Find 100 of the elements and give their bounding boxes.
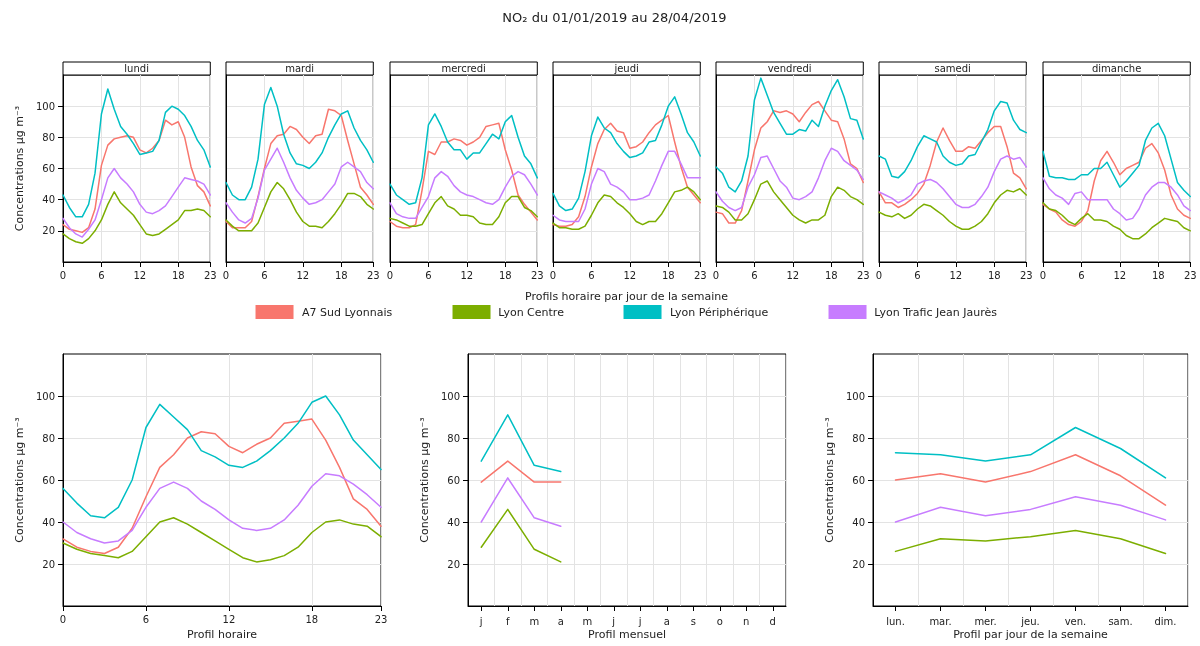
y-tick-label: 60: [42, 474, 55, 486]
line-series: [62, 395, 382, 519]
line-series: [480, 477, 562, 527]
chart-subtitle: lundi: [124, 63, 149, 74]
x-tick-label: 23: [693, 269, 707, 281]
x-tick-label: 0: [712, 269, 720, 281]
x-tick-label: 0: [876, 269, 883, 281]
line-series: [894, 426, 1167, 479]
x-tick-label: 12: [222, 613, 236, 625]
x-tick-label: 0: [549, 269, 557, 281]
y-tick-label: 20: [42, 225, 55, 237]
y-tick-label: 40: [852, 516, 865, 528]
y-tick-label: 60: [42, 163, 55, 174]
legend-label: Lyon Périphérique: [669, 305, 769, 319]
y-tick-label: 60: [852, 474, 865, 486]
line-series: [62, 88, 212, 218]
x-tick-label: j: [637, 615, 642, 627]
x-tick-label: 6: [142, 613, 150, 625]
line-series: [480, 414, 562, 473]
y-tick-label: 20: [852, 558, 865, 570]
chart-title: NO₂ du 01/01/2019 au 28/04/2019: [502, 10, 727, 25]
x-tick-label: 0: [59, 269, 67, 281]
x-tick-label: 6: [588, 269, 595, 281]
x-tick-label: 6: [914, 269, 922, 281]
x-axis-title: Profils horaire par jour de la semaine: [524, 290, 729, 303]
x-tick-label: o: [716, 615, 723, 627]
chart-subtitle: jeudi: [613, 63, 639, 74]
y-tick-label: 100: [35, 390, 55, 402]
x-tick-label: 6: [1077, 269, 1085, 281]
y-tick-label: 80: [852, 432, 865, 444]
x-tick-label: 12: [133, 269, 147, 281]
line-series: [480, 508, 562, 563]
chart-subtitle: mercredi: [440, 63, 486, 74]
y-axis-title: Concentrations µg m⁻³: [13, 417, 27, 543]
x-tick-label: 23: [530, 269, 544, 281]
x-axis-title: Profil par jour de la semaine: [953, 628, 1108, 641]
x-tick-label: 6: [261, 269, 268, 281]
line-series: [62, 191, 212, 245]
x-tick-label: 18: [335, 269, 348, 281]
y-tick-label: 100: [845, 390, 865, 402]
x-tick-label: 6: [751, 269, 758, 281]
x-tick-label: a: [557, 615, 564, 627]
x-tick-label: 6: [424, 269, 432, 281]
line-series: [62, 472, 382, 544]
legend-label: A7 Sud Lyonnais: [302, 305, 393, 319]
x-tick-label: jeu.: [1020, 615, 1040, 627]
y-tick-label: 20: [447, 558, 460, 570]
x-axis-title: Profil horaire: [186, 628, 258, 641]
x-tick-label: j: [611, 615, 616, 627]
line-series: [894, 496, 1167, 523]
x-tick-label: 12: [296, 269, 310, 281]
x-tick-label: 12: [623, 269, 637, 281]
line-series: [894, 454, 1167, 506]
x-tick-label: 23: [857, 269, 870, 281]
x-tick-label: n: [743, 615, 750, 627]
x-tick-label: s: [690, 615, 696, 627]
chart-subtitle: vendredi: [767, 63, 812, 74]
line-series: [62, 418, 382, 555]
x-tick-label: 18: [171, 269, 185, 281]
x-tick-label: lun.: [886, 615, 905, 627]
x-tick-label: m: [529, 615, 540, 627]
y-tick-label: 100: [35, 100, 55, 112]
x-tick-label: 23: [203, 269, 217, 281]
x-tick-label: 0: [223, 269, 230, 281]
y-tick-label: 40: [42, 194, 55, 206]
y-tick-label: 40: [42, 516, 55, 528]
x-tick-label: 18: [305, 613, 319, 625]
x-tick-label: 12: [949, 269, 963, 281]
x-tick-label: 12: [1113, 269, 1126, 281]
chart-subtitle: dimanche: [1091, 63, 1142, 74]
x-tick-label: 23: [374, 613, 388, 625]
x-tick-label: 6: [98, 269, 105, 281]
x-tick-label: dim.: [1154, 615, 1177, 627]
x-tick-label: sam.: [1108, 615, 1133, 627]
y-tick-label: 80: [447, 432, 460, 444]
chart-subtitle: mardi: [285, 63, 315, 74]
x-tick-label: 18: [988, 269, 1002, 281]
x-tick-label: 12: [460, 269, 473, 281]
y-tick-label: 40: [447, 516, 460, 528]
x-tick-label: j: [478, 615, 483, 627]
x-tick-label: d: [769, 615, 776, 627]
line-series: [62, 517, 382, 563]
x-tick-label: 12: [786, 269, 800, 281]
x-tick-label: a: [663, 615, 670, 627]
x-tick-label: mer.: [974, 615, 997, 627]
x-tick-label: 23: [367, 269, 380, 281]
x-tick-label: 0: [386, 269, 393, 281]
x-tick-label: mar.: [929, 615, 952, 627]
x-tick-label: 18: [498, 269, 512, 281]
y-tick-label: 100: [440, 390, 460, 402]
line-series: [62, 119, 212, 234]
x-tick-label: m: [582, 615, 593, 627]
legend-label: Lyon Centre: [498, 305, 564, 319]
y-tick-label: 80: [42, 432, 55, 444]
x-tick-label: f: [505, 615, 510, 627]
y-tick-label: 80: [42, 131, 55, 143]
y-tick-label: 60: [447, 474, 460, 486]
y-axis-title: Concentrations µg m⁻³: [823, 417, 837, 543]
x-tick-label: 18: [1151, 269, 1165, 281]
chart-subtitle: samedi: [934, 63, 972, 74]
